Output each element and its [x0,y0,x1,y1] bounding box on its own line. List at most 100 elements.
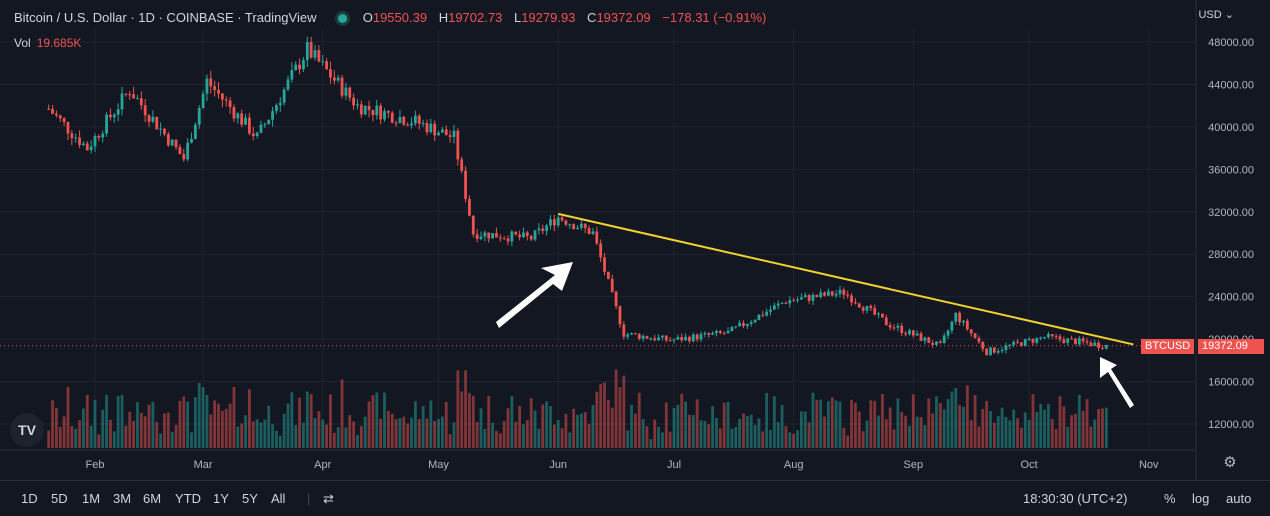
volume-bar [371,395,375,448]
volume-bar [236,426,240,448]
volume-bar [749,414,753,448]
candle-body [58,115,62,119]
candle-body [62,118,66,122]
candle-body [244,117,247,125]
x-tick-label: Apr [314,459,331,471]
candle-body [97,136,101,138]
candle-body [93,136,97,147]
candle-body [857,303,861,308]
x-tick-label: Jun [549,459,567,471]
volume-bar [634,413,637,448]
volume-bar [1031,394,1035,448]
candle-body [954,312,958,322]
x-tick-label: Feb [86,459,105,471]
log-toggle[interactable]: log [1192,491,1210,506]
volume-bar [846,435,850,448]
volume-bar [479,408,483,448]
percent-toggle[interactable]: % [1164,491,1176,506]
volume-bar [124,425,128,448]
candle-body [386,111,390,113]
volume-bar [842,427,846,448]
volume-bar [522,424,525,448]
timeframe-5d[interactable]: 5D [51,491,68,506]
candle-body [884,317,888,326]
volume-bar [105,394,108,448]
candle-body [468,198,471,216]
volume-bar [981,408,985,448]
volume-bar [464,370,467,448]
timeframe-1m[interactable]: 1M [82,491,101,506]
volume-bar [1093,419,1097,448]
volume-bar [884,419,888,448]
volume-bar [645,426,649,448]
gear-icon[interactable]: ⚙ [1223,454,1237,471]
candle-body [321,61,325,63]
candle-body [595,231,599,244]
volume-bar [302,422,305,448]
candle-body [877,313,880,315]
volume-bar [969,420,973,448]
candle-body [1077,338,1081,345]
timeframe-ytd[interactable]: YTD [175,491,201,506]
volume-bar [892,429,896,448]
timeframe-all[interactable]: All [271,491,286,506]
timeframe-1y[interactable]: 1Y [213,491,229,506]
volume-bar [128,411,132,448]
candle-body [572,224,576,230]
candle-body [583,223,587,228]
volume-bar [965,385,969,448]
volume-bar [294,425,298,448]
volume-bar [282,413,286,448]
candle-body [302,60,305,70]
candle-body [757,314,761,321]
candle-body [128,94,132,96]
tradingview-logo-icon[interactable]: TV [10,413,44,447]
y-tick-label: 44000.00 [1208,79,1254,91]
volume-bar [711,406,714,448]
volume-bar [47,430,51,448]
candle-body [220,93,224,100]
volume-bar [166,412,170,448]
volume-bar [811,392,815,448]
timeframe-5y[interactable]: 5Y [242,491,258,506]
volume-bar [190,432,193,448]
auto-toggle[interactable]: auto [1226,491,1252,506]
candle-body [413,115,417,124]
volume-bar [120,394,124,448]
candle-body [722,332,726,334]
volume-bar [421,406,425,448]
candle-body [267,119,271,125]
volume-bar [1050,419,1054,448]
volume-bar [688,414,691,448]
candle-body [402,116,406,125]
volume-bar [881,394,884,448]
volume-bar [356,435,359,448]
open-label: O [362,10,373,25]
candle-body [772,305,776,310]
candle-body [70,133,74,138]
volume-bar [556,420,560,448]
volume-bar [359,426,363,448]
candle-body [915,333,919,336]
volume-bar [1023,412,1027,448]
volume-bar [738,418,742,448]
volume-bar [255,419,259,448]
volume-bar [375,392,379,448]
timeframe-6m[interactable]: 6M [143,491,162,506]
candle-body [379,105,383,120]
candle-body [82,143,85,146]
volume-bar [224,408,228,448]
candle-body [452,130,456,137]
volume-bar [938,402,942,448]
volume-bar [1070,415,1073,448]
timeframe-1d[interactable]: 1D [21,491,38,506]
y-tick-label: 12000.00 [1208,419,1254,431]
volume-bar [1035,412,1039,448]
candle-body [610,278,614,292]
volume-bar [159,433,163,448]
currency-selector[interactable]: USD ⌄ [1198,8,1234,21]
volume-bar [55,407,58,448]
date-range-icon[interactable]: ⇄ [323,491,334,506]
timeframe-3m[interactable]: 3M [113,491,132,506]
